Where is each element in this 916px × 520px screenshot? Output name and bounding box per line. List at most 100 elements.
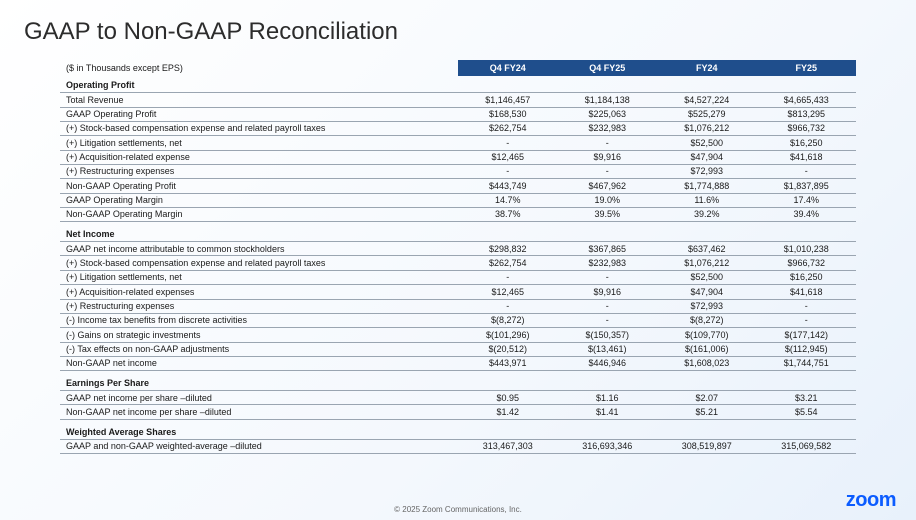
row-value: $72,993 (657, 164, 757, 178)
row-value: $1,744,751 (757, 356, 857, 370)
page-title: GAAP to Non-GAAP Reconciliation (24, 18, 892, 46)
table-row: GAAP and non-GAAP weighted-average –dilu… (60, 439, 856, 453)
header-row: ($ in Thousands except EPS) Q4 FY24 Q4 F… (60, 60, 856, 76)
row-value: - (458, 136, 558, 150)
row-label: Non-GAAP Operating Margin (60, 207, 458, 221)
row-value: $467,962 (558, 179, 658, 193)
row-value: 38.7% (458, 207, 558, 221)
row-value: $813,295 (757, 107, 857, 121)
row-label: GAAP net income per share –diluted (60, 391, 458, 405)
table-row: Non-GAAP Operating Margin38.7%39.5%39.2%… (60, 207, 856, 221)
row-value: $9,916 (558, 150, 658, 164)
row-value: $(101,296) (458, 328, 558, 342)
table-row: (+) Restructuring expenses--$72,993- (60, 164, 856, 178)
empty-cell (558, 374, 658, 390)
row-value: $(8,272) (458, 313, 558, 327)
zoom-logo: zoom (846, 489, 896, 512)
row-value: $1,608,023 (657, 356, 757, 370)
row-value: $41,618 (757, 285, 857, 299)
section-header-row: Earnings Per Share (60, 374, 856, 390)
row-value: $(13,461) (558, 342, 658, 356)
table-row: (+) Acquisition-related expenses$12,465$… (60, 285, 856, 299)
table-row: (+) Litigation settlements, net--$52,500… (60, 136, 856, 150)
section-header: Net Income (60, 225, 458, 241)
reconciliation-table: ($ in Thousands except EPS) Q4 FY24 Q4 F… (60, 60, 856, 454)
table-row: Total Revenue$1,146,457$1,184,138$4,527,… (60, 93, 856, 107)
row-label: (+) Restructuring expenses (60, 164, 458, 178)
row-label: (+) Litigation settlements, net (60, 270, 458, 284)
row-value: $12,465 (458, 150, 558, 164)
table-row: (-) Income tax benefits from discrete ac… (60, 313, 856, 327)
row-value: $(150,357) (558, 328, 658, 342)
row-value: $966,732 (757, 121, 857, 135)
copyright: © 2025 Zoom Communications, Inc. (0, 505, 916, 514)
empty-cell (558, 76, 658, 92)
empty-cell (757, 374, 857, 390)
row-label: Non-GAAP Operating Profit (60, 179, 458, 193)
row-value: - (757, 313, 857, 327)
row-label: (+) Stock-based compensation expense and… (60, 121, 458, 135)
row-value: $232,983 (558, 256, 658, 270)
empty-cell (657, 76, 757, 92)
row-value: $4,527,224 (657, 93, 757, 107)
col-header: Q4 FY24 (458, 60, 558, 76)
table-row: (+) Stock-based compensation expense and… (60, 121, 856, 135)
row-value: $4,665,433 (757, 93, 857, 107)
row-value: $443,749 (458, 179, 558, 193)
row-value: $1,076,212 (657, 121, 757, 135)
col-header: Q4 FY25 (558, 60, 658, 76)
empty-cell (458, 374, 558, 390)
row-label: GAAP net income attributable to common s… (60, 242, 458, 256)
row-value: $52,500 (657, 270, 757, 284)
row-value: 14.7% (458, 193, 558, 207)
col-header: FY24 (657, 60, 757, 76)
row-value: - (558, 136, 658, 150)
row-value: $47,904 (657, 285, 757, 299)
row-value: $47,904 (657, 150, 757, 164)
row-value: - (757, 299, 857, 313)
table-row: (+) Litigation settlements, net--$52,500… (60, 270, 856, 284)
empty-cell (657, 423, 757, 439)
row-value: $3.21 (757, 391, 857, 405)
row-value: $(177,142) (757, 328, 857, 342)
row-value: $1,076,212 (657, 256, 757, 270)
table-body: Operating ProfitTotal Revenue$1,146,457$… (60, 76, 856, 453)
table-row: GAAP Operating Margin14.7%19.0%11.6%17.4… (60, 193, 856, 207)
section-header: Operating Profit (60, 76, 458, 92)
row-value: $1,837,895 (757, 179, 857, 193)
table-row: (-) Tax effects on non-GAAP adjustments $… (60, 342, 856, 356)
empty-cell (458, 225, 558, 241)
section-header-row: Operating Profit (60, 76, 856, 92)
section-header-row: Net Income (60, 225, 856, 241)
row-value: $1,774,888 (657, 179, 757, 193)
section-header: Earnings Per Share (60, 374, 458, 390)
table-row: GAAP net income attributable to common s… (60, 242, 856, 256)
row-value: - (558, 164, 658, 178)
row-value: $9,916 (558, 285, 658, 299)
row-value: 39.5% (558, 207, 658, 221)
table-row: Non-GAAP net income per share –diluted$1… (60, 405, 856, 419)
row-label: Total Revenue (60, 93, 458, 107)
row-value: - (558, 313, 658, 327)
empty-cell (558, 225, 658, 241)
empty-cell (657, 225, 757, 241)
row-label: Non-GAAP net income (60, 356, 458, 370)
col-header: FY25 (757, 60, 857, 76)
row-value: $225,063 (558, 107, 658, 121)
row-value: $16,250 (757, 136, 857, 150)
row-value: $1.42 (458, 405, 558, 419)
empty-cell (757, 423, 857, 439)
row-value: $2.07 (657, 391, 757, 405)
row-value: $1,184,138 (558, 93, 658, 107)
row-label: (-) Tax effects on non-GAAP adjustments (60, 342, 458, 356)
row-value: 39.4% (757, 207, 857, 221)
row-value: $446,946 (558, 356, 658, 370)
row-value: - (757, 164, 857, 178)
row-label: (+) Stock-based compensation expense and… (60, 256, 458, 270)
row-value: $5.21 (657, 405, 757, 419)
row-value: 315,069,582 (757, 439, 857, 453)
row-value: $0.95 (458, 391, 558, 405)
row-value: 11.6% (657, 193, 757, 207)
table-row: (+) Restructuring expenses--$72,993- (60, 299, 856, 313)
empty-cell (757, 76, 857, 92)
